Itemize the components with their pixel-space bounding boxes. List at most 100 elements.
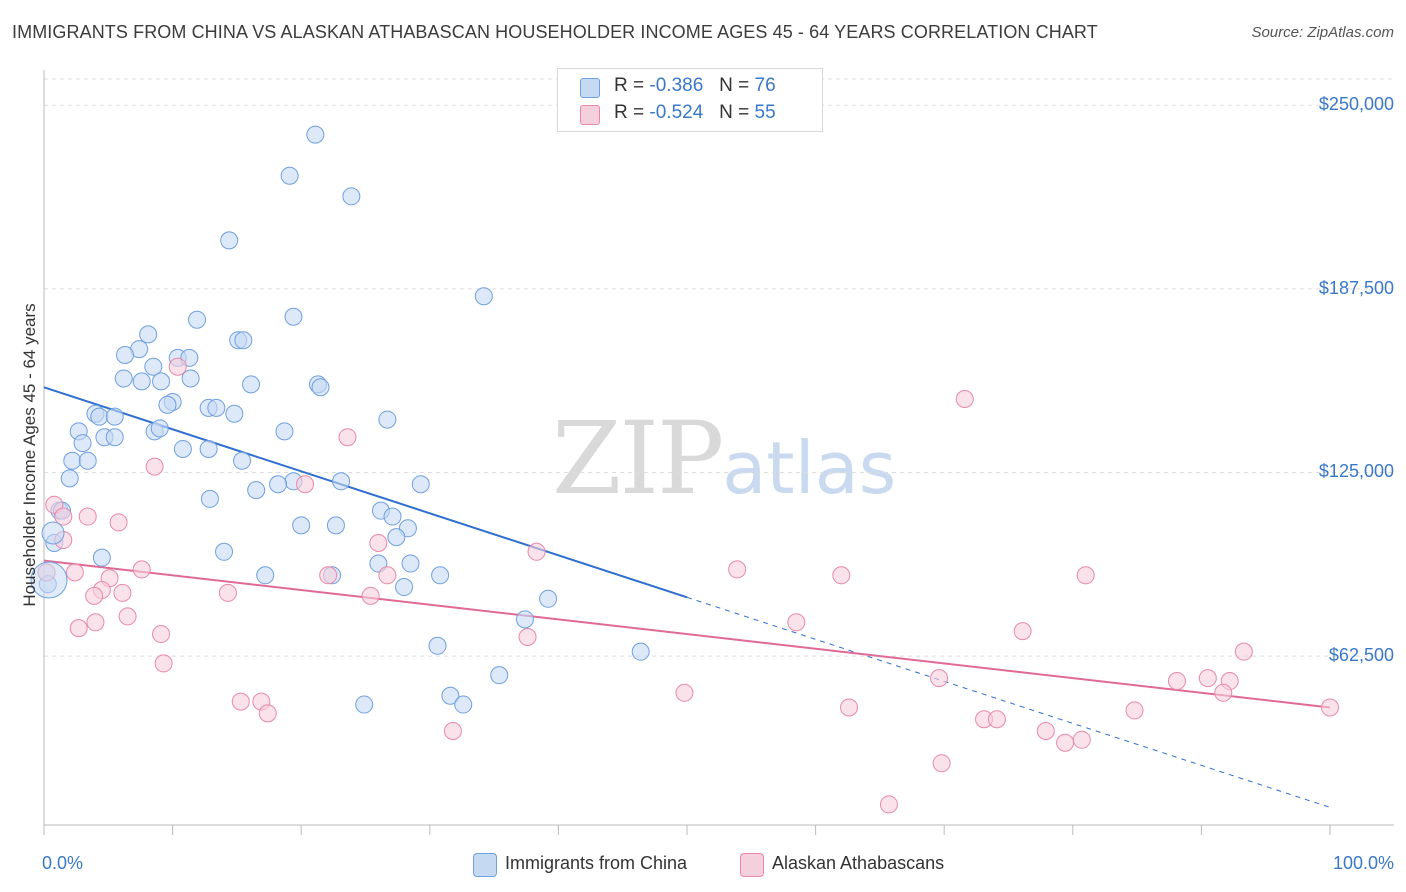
athabascan-point bbox=[1072, 730, 1091, 749]
y-tick-label: $250,000 bbox=[1318, 94, 1394, 115]
legend-label-china: Immigrants from China bbox=[505, 853, 688, 873]
athabascan-trend-line bbox=[43, 559, 1331, 709]
china-point bbox=[428, 636, 447, 655]
china-point bbox=[73, 434, 92, 453]
china-point bbox=[342, 187, 361, 206]
china-point bbox=[378, 410, 397, 429]
china-point bbox=[332, 472, 351, 491]
china-point bbox=[387, 528, 406, 547]
athabascan-point bbox=[443, 721, 462, 740]
china-point bbox=[144, 357, 163, 376]
athabascan-point bbox=[1167, 672, 1186, 691]
legend-n-value-china: 76 bbox=[754, 75, 776, 96]
athabascan-point bbox=[231, 692, 250, 711]
axes bbox=[43, 70, 1394, 835]
china-point bbox=[105, 428, 124, 447]
china-point bbox=[292, 516, 311, 535]
athabascan-point bbox=[832, 566, 851, 585]
china-point bbox=[150, 419, 169, 438]
china-point bbox=[355, 695, 374, 714]
legend-r-value-athabascan: -0.524 bbox=[649, 102, 704, 123]
legend-swatch-china bbox=[473, 853, 497, 877]
china-point bbox=[220, 231, 239, 250]
china-point bbox=[242, 375, 261, 394]
china-point bbox=[490, 666, 509, 685]
athabascan-point bbox=[527, 542, 546, 561]
athabascan-point bbox=[54, 507, 73, 526]
athabascan-point bbox=[69, 619, 88, 638]
china-point bbox=[158, 395, 177, 414]
china-point bbox=[306, 125, 325, 144]
china-point bbox=[92, 548, 111, 567]
series-legend: Immigrants from China Alaskan Athabascan… bbox=[0, 852, 1406, 877]
legend-swatch-china bbox=[580, 78, 600, 98]
chart-title: IMMIGRANTS FROM CHINA VS ALASKAN ATHABAS… bbox=[12, 22, 1098, 42]
athabascan-point bbox=[78, 507, 97, 526]
china-point-large bbox=[41, 521, 65, 545]
data-points bbox=[30, 125, 1339, 814]
athabascan-point bbox=[1234, 642, 1253, 661]
athabascan-point bbox=[258, 704, 277, 723]
china-point bbox=[411, 475, 430, 494]
athabascan-point bbox=[932, 754, 951, 773]
athabascan-point bbox=[1321, 698, 1339, 717]
china-point bbox=[383, 507, 402, 526]
athabascan-point bbox=[218, 583, 237, 602]
legend-r-value-china: -0.386 bbox=[649, 75, 704, 96]
china-point bbox=[78, 451, 97, 470]
china-trend-line bbox=[43, 386, 688, 599]
athabascan-point bbox=[518, 627, 537, 646]
china-point bbox=[132, 372, 151, 391]
china-point bbox=[188, 310, 207, 329]
athabascan-point bbox=[1214, 683, 1233, 702]
athabascan-point bbox=[378, 566, 397, 585]
athabascan-point bbox=[65, 563, 84, 582]
china-point bbox=[401, 554, 420, 573]
china-trend-line-extension bbox=[686, 596, 1331, 808]
china-point bbox=[199, 439, 218, 458]
legend-n-label: N = bbox=[719, 102, 750, 123]
legend-n-label: N = bbox=[719, 75, 750, 96]
athabascan-point bbox=[86, 613, 105, 632]
y-tick-label: $125,000 bbox=[1318, 461, 1394, 482]
china-point bbox=[539, 589, 558, 608]
athabascan-point bbox=[1056, 733, 1075, 752]
china-point bbox=[200, 489, 219, 508]
y-tick-label: $62,500 bbox=[1328, 645, 1394, 666]
china-point bbox=[280, 166, 299, 185]
athabascan-point bbox=[118, 607, 137, 626]
china-point bbox=[173, 439, 192, 458]
athabascan-point bbox=[1076, 566, 1095, 585]
athabascan-point bbox=[369, 533, 388, 552]
china-point bbox=[311, 378, 330, 397]
china-point bbox=[284, 307, 303, 326]
china-point bbox=[326, 516, 345, 535]
athabascan-point bbox=[109, 513, 128, 532]
athabascan-point bbox=[787, 613, 806, 632]
china-point bbox=[431, 566, 450, 585]
china-point bbox=[215, 542, 234, 561]
athabascan-point bbox=[675, 683, 694, 702]
trend-lines bbox=[43, 386, 1331, 808]
legend-swatch-athabascan bbox=[580, 105, 600, 125]
x-tick-label-min: 0.0% bbox=[42, 853, 84, 873]
china-point bbox=[454, 695, 473, 714]
china-point bbox=[247, 481, 266, 500]
source-credit: Source: ZipAtlas.com bbox=[1251, 24, 1394, 41]
china-point bbox=[275, 422, 294, 441]
china-point bbox=[207, 398, 226, 417]
china-point bbox=[63, 451, 82, 470]
china-point bbox=[515, 610, 534, 629]
china-point bbox=[474, 287, 493, 306]
china-point bbox=[234, 331, 253, 350]
watermark-zip: ZIP bbox=[552, 400, 724, 517]
athabascan-point bbox=[168, 357, 187, 376]
x-tick-label-max: 100.0% bbox=[1332, 853, 1394, 873]
athabascan-point bbox=[1036, 721, 1055, 740]
athabascan-point bbox=[154, 654, 173, 673]
athabascan-point bbox=[1013, 622, 1032, 641]
athabascan-point bbox=[930, 669, 949, 688]
watermark: ZIPatlas bbox=[552, 400, 896, 517]
china-point bbox=[441, 686, 460, 705]
